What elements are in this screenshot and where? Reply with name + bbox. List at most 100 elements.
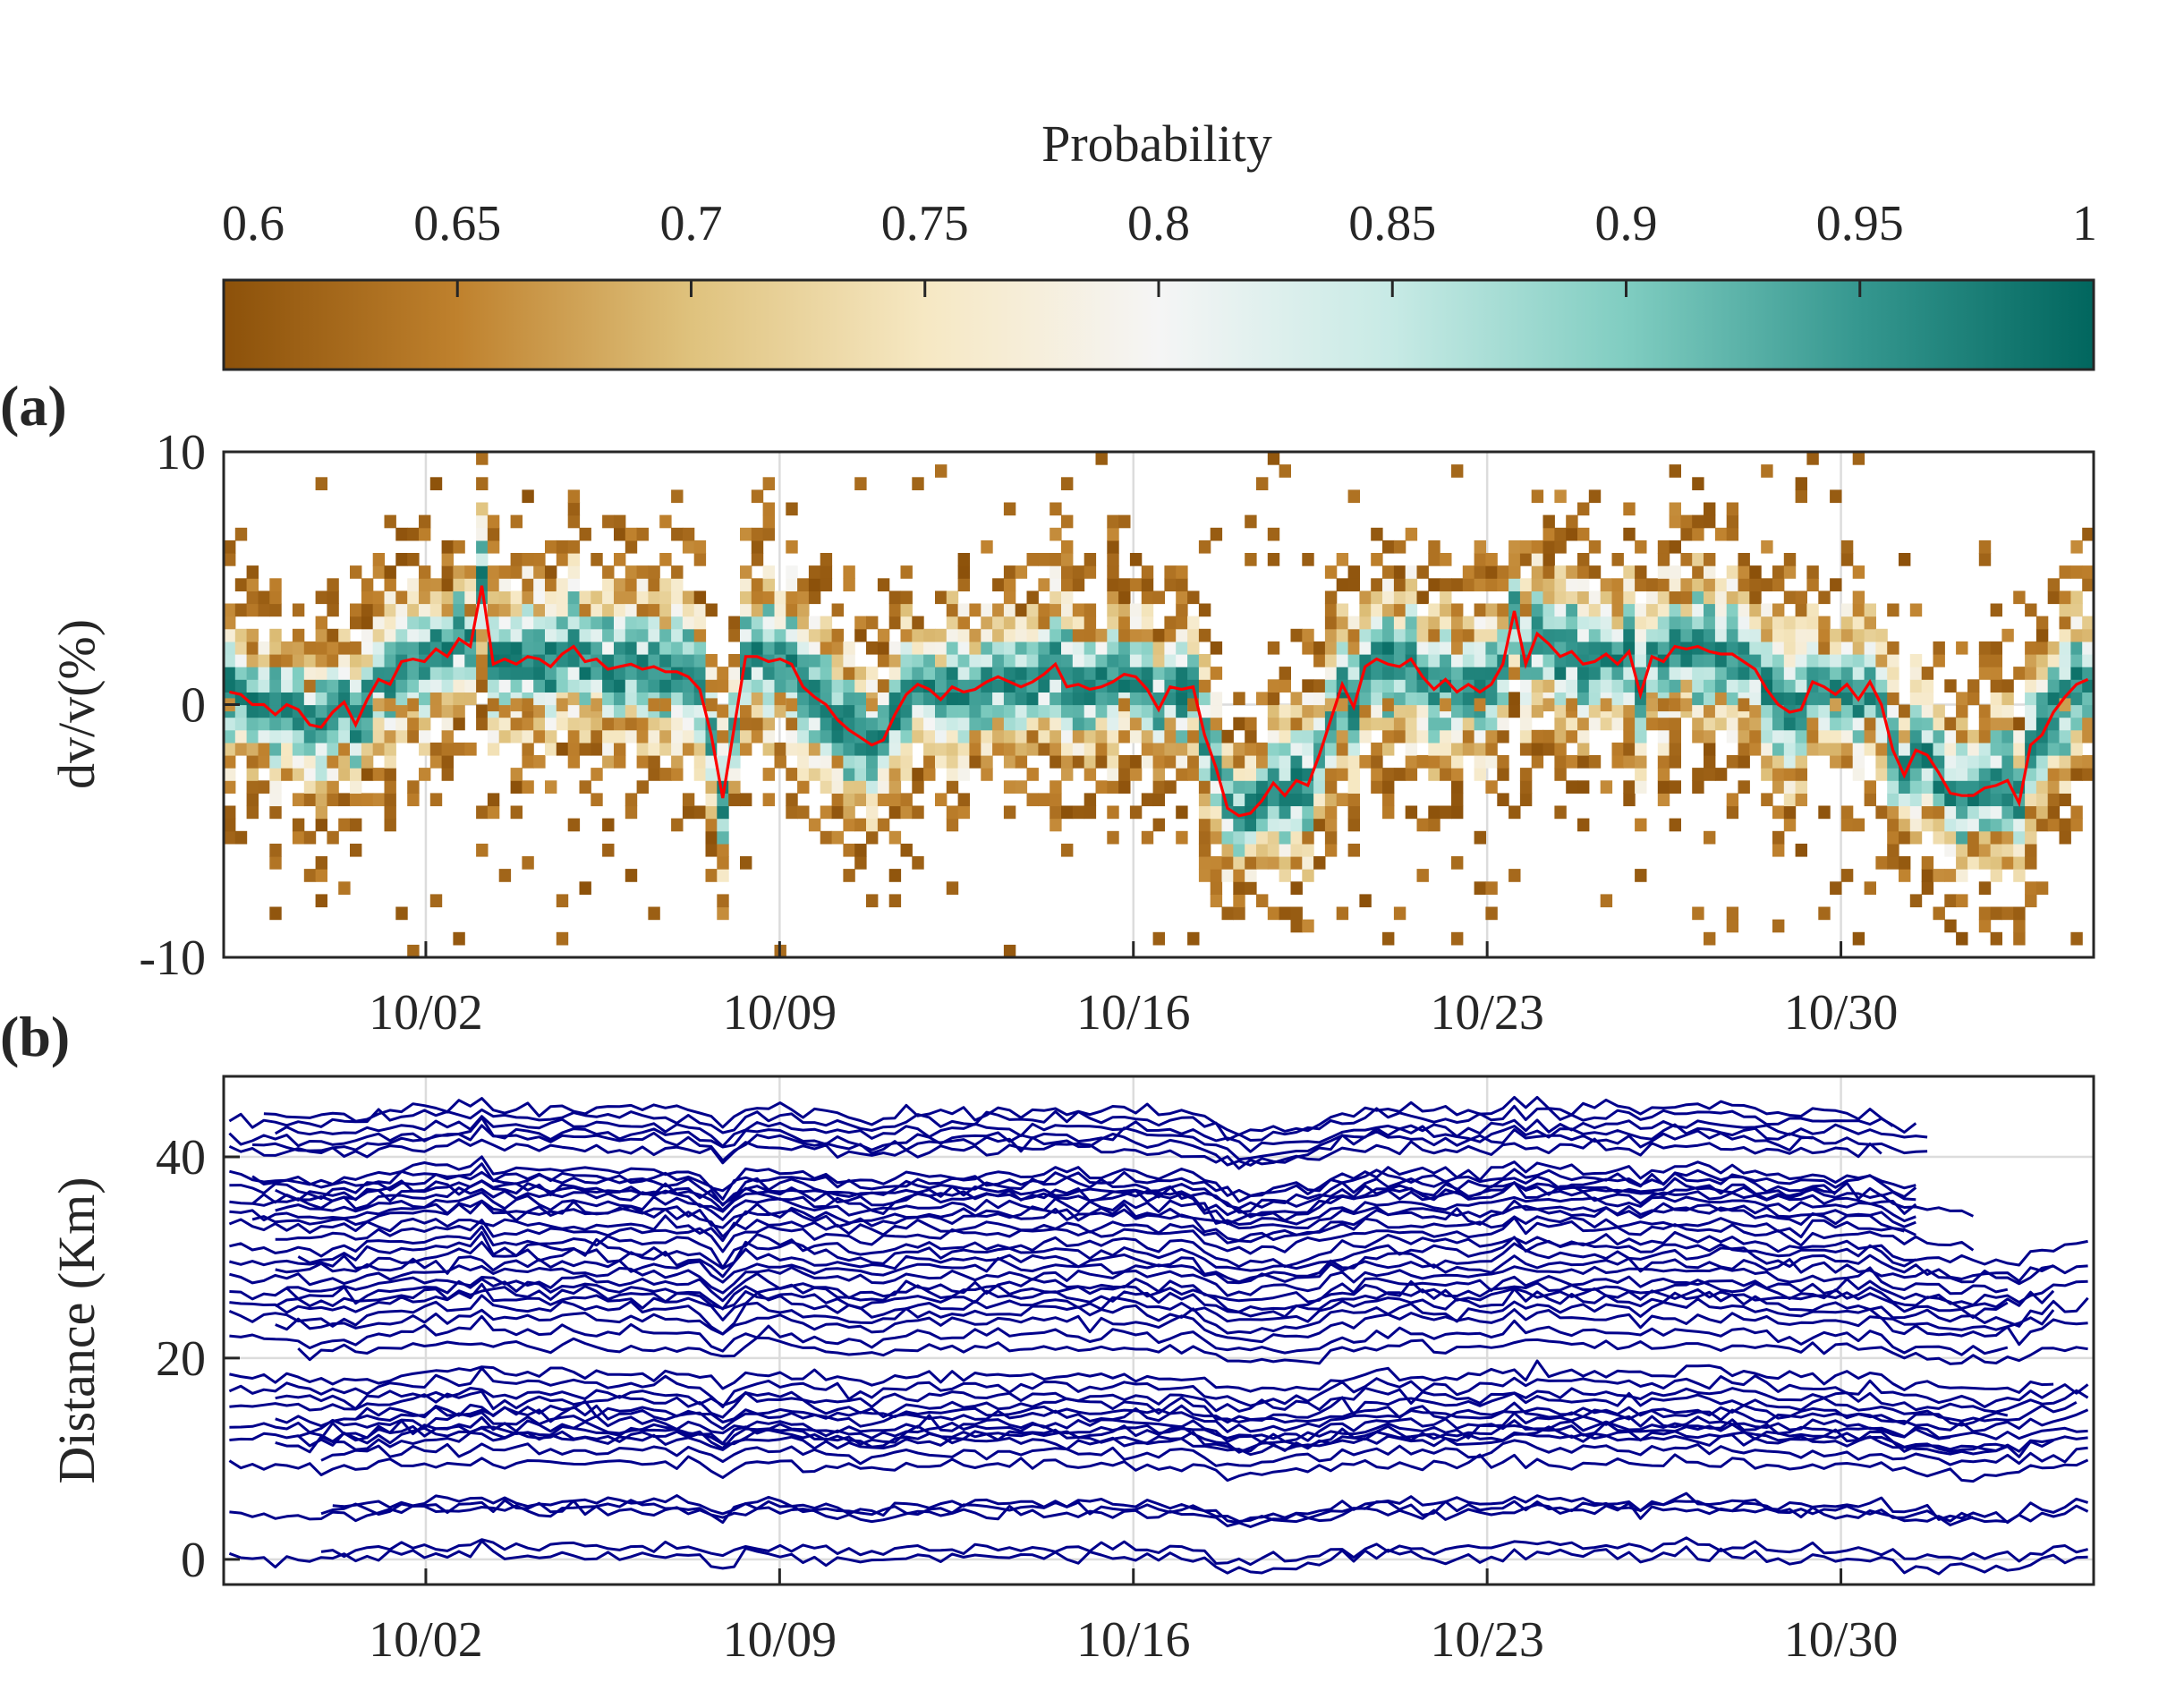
heatmap-cell [1440, 768, 1452, 781]
heatmap-cell [533, 729, 546, 744]
heatmap-cell [1944, 755, 1957, 769]
heatmap-cell [292, 742, 305, 756]
heatmap-cell [1933, 729, 1945, 744]
heatmap-cell [1783, 742, 1797, 756]
heatmap-cell [1095, 452, 1108, 465]
heatmap-cell [281, 641, 293, 655]
heatmap-cell [1680, 654, 1693, 667]
heatmap-cell [1840, 667, 1854, 680]
heatmap-cell [1840, 616, 1854, 630]
heatmap-cell [429, 591, 443, 605]
heatmap-cell [900, 628, 913, 642]
heatmap-cell [533, 755, 546, 769]
heatmap-cell [1887, 856, 1899, 870]
heatmap-cell [1164, 729, 1177, 744]
heatmap-cell [671, 565, 684, 579]
heatmap-cell [1508, 553, 1521, 566]
heatmap-cell [384, 591, 396, 605]
heatmap-cell [888, 805, 902, 820]
heatmap-cell [614, 553, 626, 566]
heatmap-cell [843, 805, 855, 820]
heatmap-cell [1772, 919, 1785, 933]
distance-series-line [286, 1272, 2088, 1307]
heatmap-cell [1531, 565, 1544, 579]
heatmap-cell [1726, 919, 1739, 933]
heatmap-cell [1933, 906, 1945, 921]
heatmap-cell [1152, 679, 1165, 693]
heatmap-cell [510, 729, 523, 744]
heatmap-cell [338, 881, 351, 895]
heatmap-cell [957, 692, 970, 706]
heatmap-cell [281, 755, 293, 769]
heatmap-cell [1542, 667, 1555, 680]
heatmap-cell [453, 578, 465, 591]
heatmap-cell [1714, 527, 1728, 541]
heatmap-cell [1818, 692, 1831, 706]
heatmap-cell [292, 641, 305, 655]
heatmap-cell [1772, 742, 1785, 756]
heatmap-cell [361, 729, 374, 744]
heatmap-cell [877, 717, 890, 731]
heatmap-cell [1635, 603, 1647, 617]
heatmap-cell [1176, 830, 1188, 845]
heatmap-cell [2047, 742, 2061, 756]
heatmap-cell [1714, 667, 1728, 680]
heatmap-cell [1795, 704, 1807, 718]
heatmap-cell [1371, 780, 1383, 794]
colorbar-tick-label: 0.85 [1348, 196, 1436, 251]
heatmap-cell [981, 729, 993, 744]
heatmap-cell [1577, 667, 1590, 680]
heatmap-cell [384, 729, 396, 744]
heatmap-cell [1198, 628, 1211, 642]
heatmap-cell [1726, 805, 1739, 820]
heatmap-cell [1726, 667, 1739, 680]
heatmap-cell [246, 742, 259, 756]
heatmap-cell [992, 654, 1005, 667]
heatmap-cell [487, 514, 500, 529]
heatmap-cell [1428, 603, 1440, 617]
heatmap-cell [1324, 830, 1338, 845]
heatmap-cell [1956, 931, 1968, 946]
heatmap-cell [1107, 755, 1119, 769]
heatmap-cell [361, 755, 374, 769]
colorbar-tick-label: 0.95 [1816, 196, 1904, 251]
heatmap-cell [854, 667, 867, 680]
heatmap-cell [522, 856, 534, 870]
heatmap-cell [1107, 704, 1119, 718]
heatmap-cell [648, 768, 660, 781]
heatmap-cell [1416, 717, 1429, 731]
heatmap-cell [1371, 742, 1383, 756]
heatmap-cell [797, 578, 810, 591]
heatmap-cell [234, 742, 248, 756]
heatmap-cell [1554, 641, 1567, 655]
heatmap-cell [1749, 717, 1762, 731]
heatmap-cell [969, 717, 982, 731]
heatmap-cell [843, 565, 855, 579]
heatmap-cell [1761, 616, 1773, 630]
heatmap-cell [1714, 628, 1728, 642]
heatmap-cell [740, 692, 752, 706]
heatmap-cell [877, 628, 890, 642]
heatmap-cell [1577, 742, 1590, 756]
heatmap-cell [419, 742, 431, 756]
heatmap-cell [1692, 692, 1704, 706]
heatmap-cell [338, 729, 351, 744]
heatmap-cell [1840, 641, 1854, 655]
distance-series-line [229, 1425, 2088, 1453]
heatmap-cell [1015, 755, 1028, 769]
heatmap-cell [786, 628, 798, 642]
heatmap-cell [1026, 768, 1039, 781]
heatmap-cell [1084, 704, 1097, 718]
heatmap-cell [1933, 830, 1945, 845]
heatmap-cell [1347, 717, 1360, 731]
heatmap-cell [453, 931, 465, 946]
heatmap-cell [1519, 780, 1533, 794]
heatmap-cell [1061, 742, 1074, 756]
heatmap-cell [682, 540, 695, 554]
heatmap-cell [1519, 553, 1533, 566]
heatmap-cell [946, 768, 959, 781]
heatmap-cell [510, 603, 523, 617]
heatmap-cell [1405, 628, 1418, 642]
heatmap-cell [2059, 755, 2071, 769]
distance-series-line [229, 1282, 2089, 1328]
